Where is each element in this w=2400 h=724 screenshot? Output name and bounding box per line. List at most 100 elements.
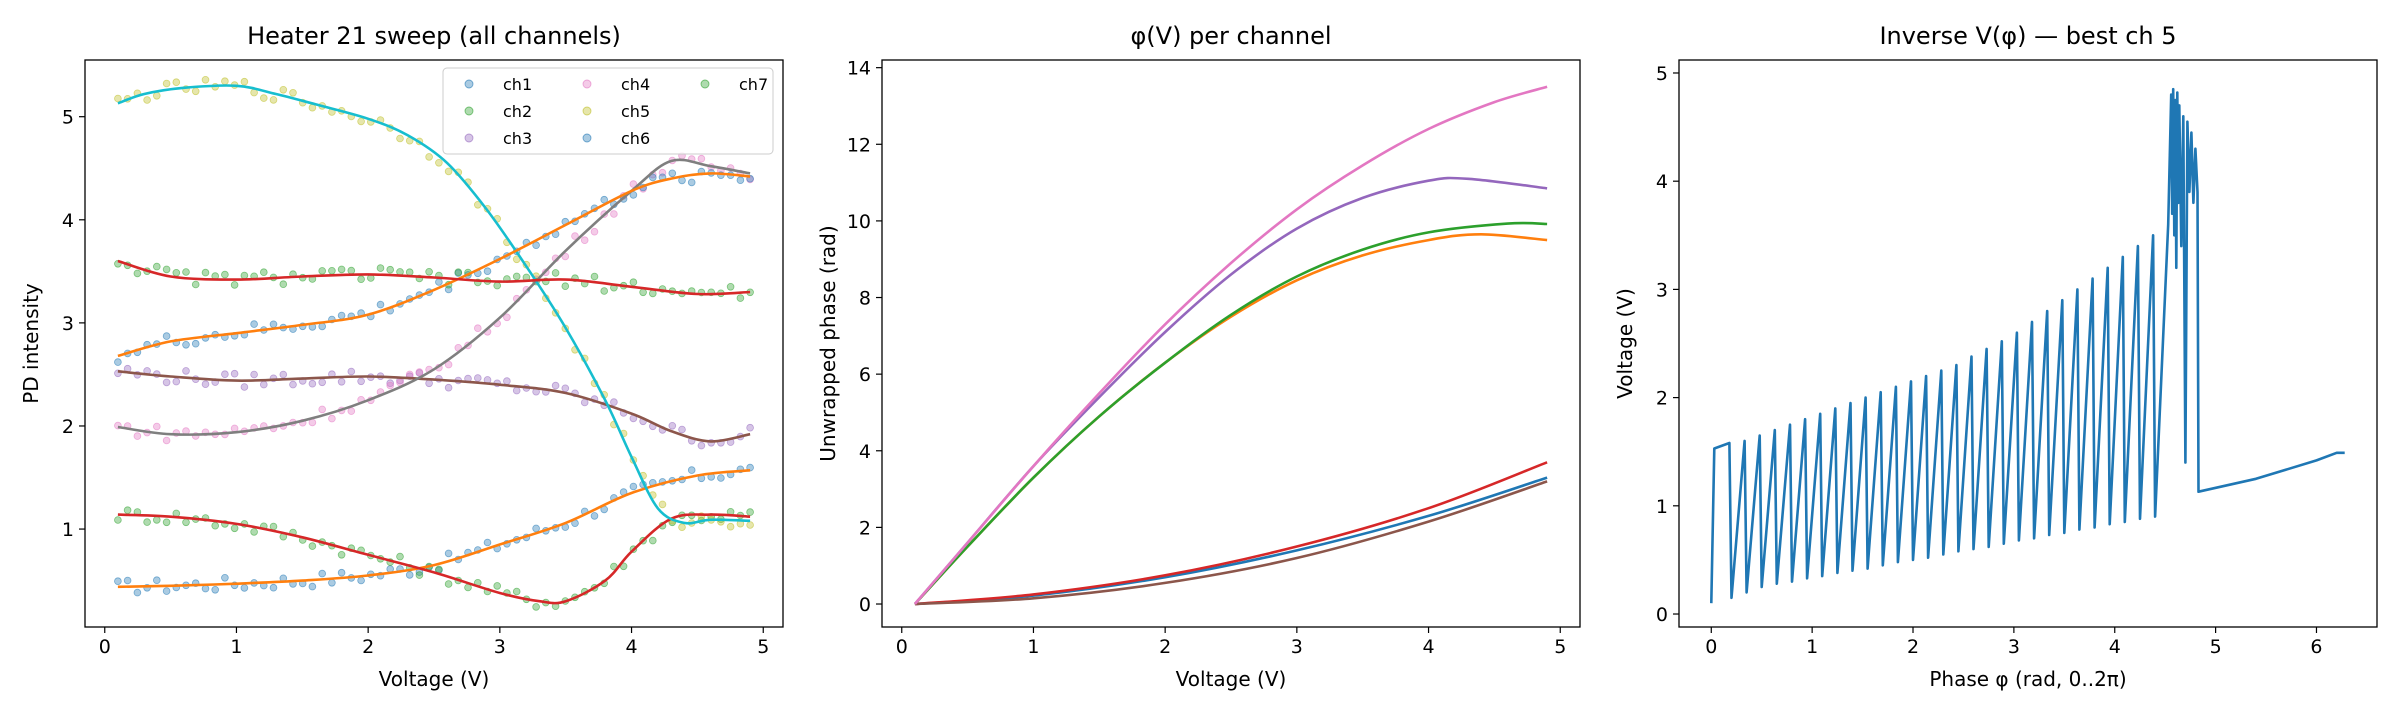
scatter-point-ch7 bbox=[590, 272, 599, 281]
scatter-point-ch1 bbox=[153, 576, 161, 584]
scatter-point-ch4 bbox=[571, 232, 579, 240]
scatter-point-ch1 bbox=[328, 578, 336, 587]
fit-line-ch2 bbox=[117, 513, 751, 605]
x-axis-label-2: Voltage (V) bbox=[1176, 667, 1287, 691]
scatter-point-ch6 bbox=[483, 267, 492, 276]
scatter-point-ch7 bbox=[512, 272, 521, 281]
scatter-point-ch7 bbox=[221, 270, 229, 279]
x-tick-label: 4 bbox=[626, 636, 638, 658]
scatter-point-ch1 bbox=[629, 482, 638, 491]
scatter-point-ch7 bbox=[454, 268, 463, 277]
scatter-point-ch4 bbox=[318, 405, 327, 414]
plot-area-3 bbox=[1710, 87, 2345, 604]
scatter-point-ch3 bbox=[201, 380, 210, 389]
scatter-point-ch1 bbox=[444, 549, 453, 558]
scatter-point-ch1 bbox=[211, 585, 220, 594]
scatter-point-ch7 bbox=[279, 280, 288, 289]
scatter-point-ch7 bbox=[182, 268, 190, 276]
scatter-point-ch5 bbox=[678, 523, 686, 531]
scatter-point-ch3 bbox=[337, 377, 346, 386]
fit-line-ch4 bbox=[117, 158, 751, 436]
scatter-point-ch5 bbox=[726, 522, 735, 531]
scatter-point-ch4 bbox=[610, 210, 618, 218]
legend-label-ch1: ch1 bbox=[503, 75, 532, 94]
scatter-point-ch5 bbox=[172, 78, 181, 86]
scatter-point-ch1 bbox=[123, 576, 132, 585]
y-tick-label: 8 bbox=[859, 288, 871, 310]
scatter-point-ch1 bbox=[337, 568, 346, 577]
y-tick-label: 12 bbox=[847, 134, 871, 156]
series-line-5 bbox=[913, 176, 1548, 605]
scatter-point-ch3 bbox=[182, 367, 190, 375]
y-tick-label: 4 bbox=[859, 441, 871, 463]
axes-frame-1 bbox=[84, 59, 784, 628]
scatter-point-ch6 bbox=[182, 340, 190, 349]
scatter-point-ch7 bbox=[736, 294, 745, 302]
scatter-point-ch3 bbox=[561, 384, 570, 393]
x-tick-label: 3 bbox=[1291, 636, 1303, 658]
legend-marker-ch1 bbox=[464, 79, 474, 89]
x-tick-label: 3 bbox=[2008, 636, 2020, 658]
y-tick-label: 4 bbox=[1656, 171, 1668, 193]
scatter-point-ch7 bbox=[639, 288, 647, 297]
scatter-point-ch4 bbox=[697, 154, 706, 163]
x-tick-label: 2 bbox=[1907, 636, 1919, 658]
scatter-point-ch7 bbox=[425, 267, 433, 276]
scatter-point-ch5 bbox=[221, 77, 229, 85]
scatter-point-ch5 bbox=[143, 96, 151, 104]
scatter-point-ch5 bbox=[162, 79, 171, 88]
chart-title-2: φ(V) per channel bbox=[1130, 22, 1331, 50]
chart-title-3: Inverse V(φ) — best ch 5 bbox=[1879, 22, 2176, 50]
scatter-point-ch3 bbox=[347, 367, 356, 376]
x-tick-label: 0 bbox=[896, 636, 908, 658]
legend-label-ch2: ch2 bbox=[503, 102, 532, 121]
scatter-point-ch4 bbox=[473, 324, 482, 333]
legend-label-ch4: ch4 bbox=[621, 75, 650, 94]
scatter-point-ch1 bbox=[308, 582, 317, 591]
scatter-point-ch6 bbox=[736, 176, 745, 185]
fit-line-ch3 bbox=[117, 370, 751, 443]
scatter-point-ch1 bbox=[114, 577, 122, 585]
y-tick-label: 3 bbox=[1656, 279, 1668, 301]
scatter-point-ch7 bbox=[337, 265, 346, 274]
scatter-point-ch3 bbox=[357, 377, 365, 386]
scatter-point-ch3 bbox=[172, 377, 181, 386]
y-tick-label: 2 bbox=[859, 517, 871, 539]
legend-marker-ch4 bbox=[582, 79, 592, 89]
scatter-point-ch3 bbox=[425, 379, 433, 388]
legend-box bbox=[442, 67, 774, 155]
x-tick-label: 5 bbox=[2210, 636, 2222, 658]
legend-label-ch7: ch7 bbox=[739, 75, 768, 94]
scatter-point-ch4 bbox=[328, 414, 336, 423]
x-tick-label: 6 bbox=[2310, 636, 2322, 658]
scatter-point-ch5 bbox=[658, 500, 667, 509]
plot-area-1 bbox=[114, 76, 754, 611]
scatter-point-ch5 bbox=[153, 92, 161, 100]
chart-title-1: Heater 21 sweep (all channels) bbox=[247, 22, 621, 50]
scatter-point-ch5 bbox=[201, 76, 210, 84]
y-axis-label-3: Voltage (V) bbox=[1613, 288, 1637, 399]
x-tick-label: 1 bbox=[230, 636, 242, 658]
legend-label-ch6: ch6 bbox=[621, 129, 650, 148]
scatter-point-ch5 bbox=[240, 77, 249, 86]
scatter-point-ch4 bbox=[162, 436, 171, 445]
scatter-point-ch1 bbox=[269, 583, 278, 592]
scatter-point-ch6 bbox=[376, 300, 385, 309]
scatter-point-ch4 bbox=[230, 424, 239, 433]
y-tick-label: 2 bbox=[62, 416, 74, 438]
x-tick-label: 2 bbox=[362, 636, 374, 658]
scatter-point-ch1 bbox=[532, 524, 540, 533]
scatter-point-ch4 bbox=[629, 180, 638, 188]
axes-frame-3 bbox=[1678, 59, 2378, 628]
scatter-point-ch4 bbox=[580, 236, 589, 245]
y-axis-label-2: Unwrapped phase (rad) bbox=[816, 225, 840, 461]
y-tick-label: 1 bbox=[1656, 496, 1668, 518]
scatter-point-ch7 bbox=[259, 268, 268, 277]
scatter-point-ch1 bbox=[357, 576, 365, 585]
scatter-point-ch6 bbox=[687, 178, 696, 187]
axes-frame-2 bbox=[881, 59, 1581, 628]
scatter-point-ch3 bbox=[697, 441, 706, 450]
scatter-point-ch2 bbox=[396, 552, 404, 561]
scatter-point-ch4 bbox=[133, 432, 142, 440]
scatter-point-ch3 bbox=[240, 383, 249, 391]
